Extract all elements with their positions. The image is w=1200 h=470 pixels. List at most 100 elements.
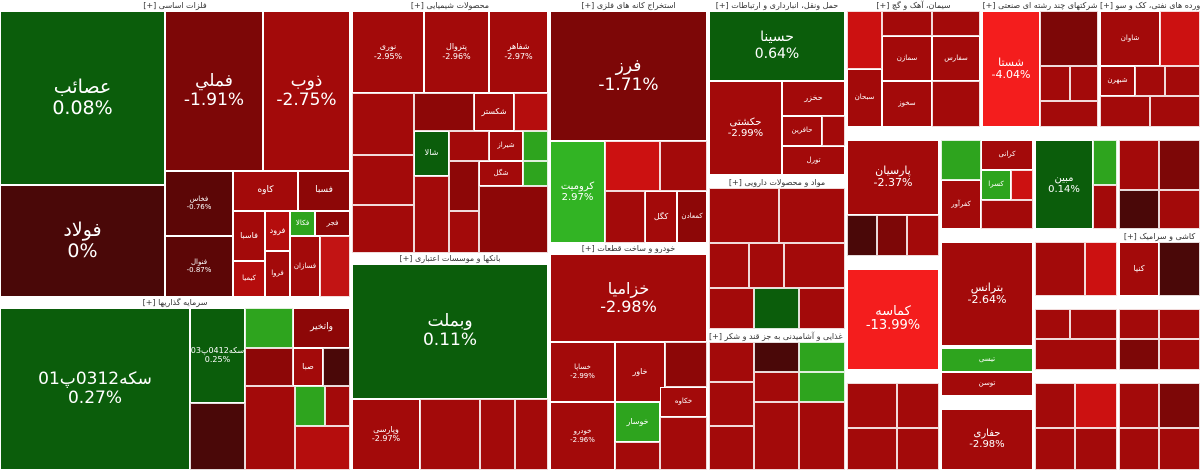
ticker-vasekht[interactable]: واتخیر (293, 308, 350, 348)
small-ticker-block[interactable] (847, 11, 882, 69)
small-ticker-block[interactable] (1040, 101, 1098, 127)
ticker-kenia[interactable]: کنیا (1119, 242, 1159, 296)
small-ticker-block[interactable] (1070, 66, 1098, 101)
small-ticker-block[interactable] (295, 426, 350, 470)
small-ticker-block[interactable] (449, 131, 489, 161)
small-ticker-block[interactable] (932, 81, 980, 127)
small-ticker-block[interactable] (1035, 428, 1075, 470)
small-ticker-block[interactable] (1070, 309, 1117, 339)
small-ticker-block[interactable] (245, 308, 293, 348)
small-ticker-block[interactable] (245, 348, 293, 386)
small-ticker-block[interactable] (847, 428, 897, 470)
small-ticker-block[interactable] (1035, 383, 1075, 428)
ticker-khakvaz[interactable]: خکاوه (660, 387, 707, 417)
small-ticker-block[interactable] (1159, 140, 1200, 190)
small-ticker-block[interactable] (709, 382, 754, 426)
small-ticker-block[interactable] (1160, 11, 1200, 66)
ticker-fesba[interactable]: فسبا (298, 171, 350, 211)
ticker-terans[interactable]: بترانس -2.64% (941, 242, 1033, 346)
small-ticker-block[interactable] (1119, 383, 1159, 428)
small-ticker-block[interactable] (449, 161, 479, 211)
small-ticker-block[interactable] (799, 342, 845, 372)
small-ticker-block[interactable] (1119, 309, 1159, 339)
ticker-ferooz[interactable]: فرود (265, 211, 290, 251)
small-ticker-block[interactable] (1035, 309, 1070, 339)
small-ticker-block[interactable] (479, 186, 548, 253)
ticker-kesra[interactable]: کسرا (981, 170, 1011, 200)
small-ticker-block[interactable] (907, 215, 939, 256)
ticker-parsian[interactable]: پارسیان -2.37% (847, 140, 939, 215)
ticker-vamellat[interactable]: وبملت 0.11% (352, 264, 548, 399)
ticker-mobin[interactable]: مبین 0.14% (1035, 140, 1093, 229)
ticker-shebahr[interactable]: شبهرن (1100, 66, 1135, 96)
small-ticker-block[interactable] (1075, 383, 1117, 428)
ticker-faesba[interactable]: فاسبا (233, 211, 265, 261)
ticker-hafari[interactable]: حفاری -2.98% (941, 409, 1033, 470)
ticker-khasapa[interactable]: خساپا -2.99% (550, 342, 615, 402)
ticker-fekaleh[interactable]: فجر (315, 211, 350, 236)
small-ticker-block[interactable] (1011, 170, 1033, 200)
ticker-semazan[interactable]: سمازن (882, 36, 932, 81)
ticker-kmaadan[interactable]: کمعادن (677, 191, 707, 243)
ticker-foolad[interactable]: فولاد 0% (0, 185, 165, 297)
small-ticker-block[interactable] (660, 417, 707, 470)
small-ticker-block[interactable] (480, 399, 515, 470)
small-ticker-block[interactable] (754, 342, 799, 372)
ticker-hsina[interactable]: حسینا 0.64% (709, 11, 845, 81)
ticker-tisi[interactable]: تیسی (941, 348, 1033, 372)
small-ticker-block[interactable] (709, 288, 754, 329)
small-ticker-block[interactable] (1035, 339, 1117, 370)
small-ticker-block[interactable] (1159, 428, 1200, 470)
small-ticker-block[interactable] (449, 211, 479, 253)
ticker-shekhas[interactable]: شکستر (474, 93, 514, 131)
small-ticker-block[interactable] (514, 93, 548, 131)
small-ticker-block[interactable] (1159, 383, 1200, 428)
small-ticker-block[interactable] (897, 383, 939, 428)
small-ticker-block[interactable] (1135, 66, 1165, 96)
ticker-asaeb[interactable]: عصائب 0.08% (0, 11, 165, 185)
small-ticker-block[interactable] (882, 11, 932, 36)
ticker-petrol[interactable]: پتروال -2.96% (424, 11, 489, 93)
small-ticker-block[interactable] (660, 141, 707, 191)
small-ticker-block[interactable] (1085, 242, 1117, 296)
small-ticker-block[interactable] (1040, 66, 1070, 101)
small-ticker-block[interactable] (352, 93, 414, 155)
small-ticker-block[interactable] (605, 141, 660, 191)
ticker-farvo[interactable]: فروا (265, 251, 290, 297)
small-ticker-block[interactable] (323, 348, 350, 386)
small-ticker-block[interactable] (932, 11, 980, 36)
small-ticker-block[interactable] (523, 161, 548, 186)
ticker-khavar[interactable]: خاور (615, 342, 665, 402)
small-ticker-block[interactable] (1159, 339, 1200, 370)
small-ticker-block[interactable] (1040, 11, 1098, 66)
ticker-khosar[interactable]: خوسار (615, 402, 660, 442)
small-ticker-block[interactable] (420, 399, 480, 470)
small-ticker-block[interactable] (749, 243, 784, 288)
ticker-kaveh[interactable]: کاوه (233, 171, 298, 211)
small-ticker-block[interactable] (1093, 185, 1117, 229)
ticker-shasta[interactable]: شستا -4.04% (982, 11, 1040, 127)
ticker-shalal[interactable]: شالا (414, 131, 449, 176)
ticker-sabah[interactable]: صبا (293, 348, 323, 386)
small-ticker-block[interactable] (1035, 242, 1085, 296)
ticker-hkeshti[interactable]: حکشتی -2.99% (709, 81, 782, 175)
small-ticker-block[interactable] (799, 372, 845, 402)
small-ticker-block[interactable] (1119, 140, 1159, 190)
ticker-sekhoz[interactable]: سخوز (882, 81, 932, 127)
small-ticker-block[interactable] (1159, 309, 1200, 339)
small-ticker-block[interactable] (352, 205, 414, 253)
small-ticker-block[interactable] (754, 402, 799, 470)
small-ticker-block[interactable] (847, 215, 877, 256)
small-ticker-block[interactable] (799, 288, 845, 329)
small-ticker-block[interactable] (414, 93, 474, 131)
small-ticker-block[interactable] (665, 342, 707, 387)
ticker-sobhan[interactable]: سبحان (847, 69, 882, 127)
small-ticker-block[interactable] (877, 215, 907, 256)
ticker-kaha[interactable]: کیمیا (233, 261, 265, 297)
small-ticker-block[interactable] (1150, 96, 1200, 127)
ticker-khazamia[interactable]: خزامیا -2.98% (550, 254, 707, 342)
ticker-sekeh312[interactable]: سکه0312پ01 0.27% (0, 308, 190, 470)
small-ticker-block[interactable] (1119, 428, 1159, 470)
small-ticker-block[interactable] (897, 428, 939, 470)
ticker-fameli[interactable]: فملي -1.91% (165, 11, 263, 171)
